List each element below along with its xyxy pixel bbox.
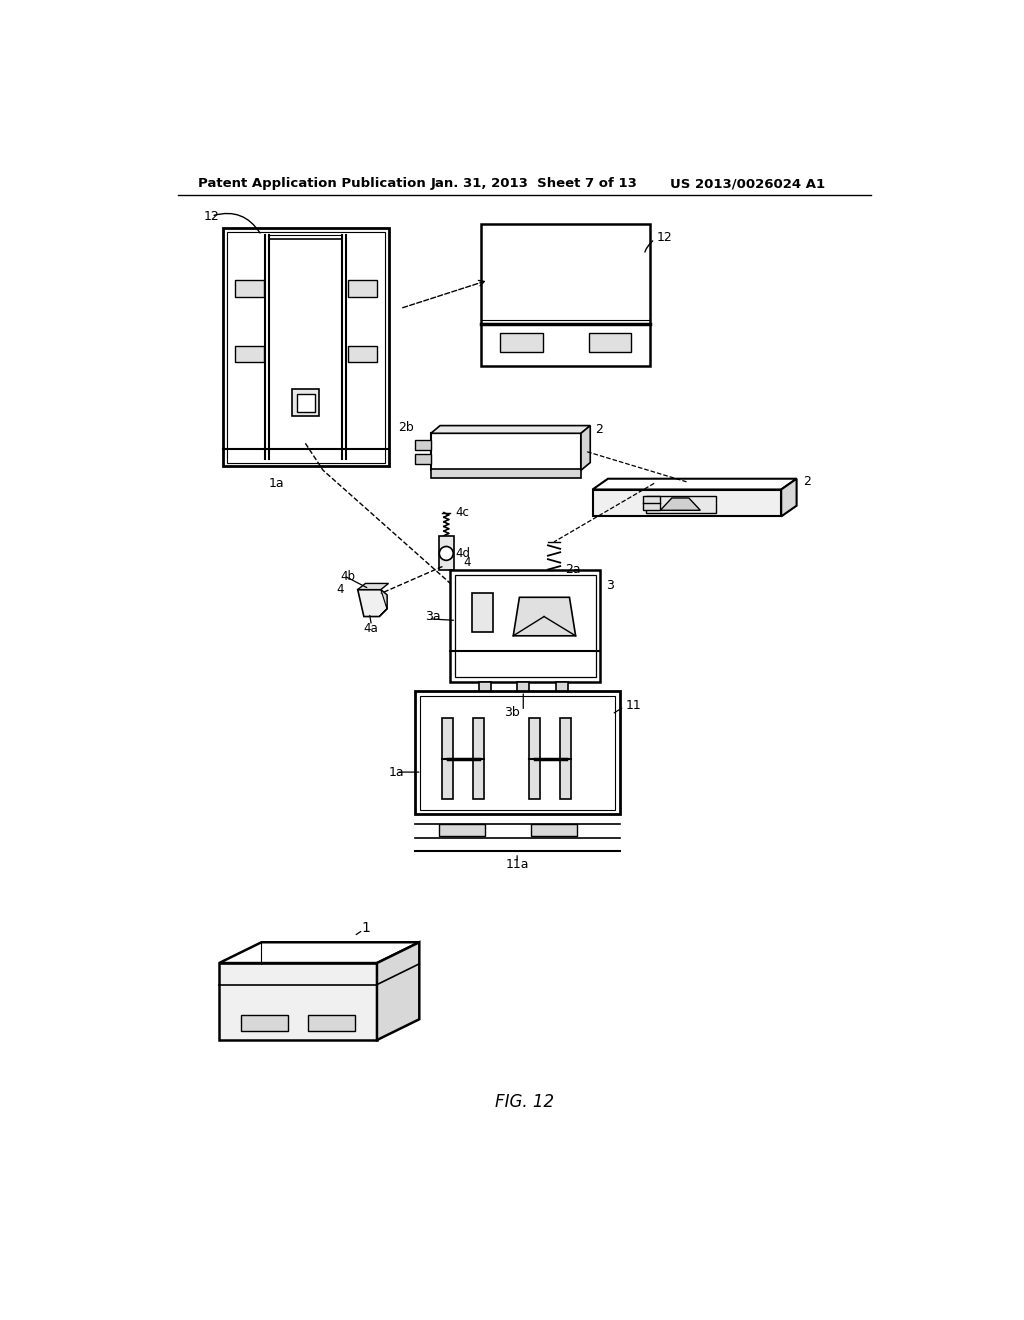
Bar — [416, 441, 431, 450]
Bar — [431, 469, 581, 478]
Bar — [438, 824, 484, 836]
Text: Jan. 31, 2013  Sheet 7 of 13: Jan. 31, 2013 Sheet 7 of 13 — [431, 177, 638, 190]
Bar — [531, 824, 578, 836]
Bar — [478, 682, 490, 704]
Polygon shape — [357, 583, 388, 590]
Bar — [226, 231, 385, 462]
Text: 4c: 4c — [456, 506, 469, 519]
Bar — [348, 346, 377, 363]
Text: 4a: 4a — [364, 622, 379, 635]
Bar — [473, 718, 484, 799]
Text: 4d: 4d — [456, 546, 470, 560]
Text: 4b: 4b — [341, 570, 355, 583]
Text: 4: 4 — [463, 556, 471, 569]
Text: 2b: 2b — [398, 421, 415, 434]
Text: 3a: 3a — [425, 610, 441, 623]
Bar — [593, 490, 781, 516]
Bar — [438, 536, 454, 570]
Bar — [234, 346, 264, 363]
Text: 1a: 1a — [388, 766, 404, 779]
Bar — [643, 496, 659, 511]
Text: 12: 12 — [204, 210, 219, 223]
Bar — [297, 393, 314, 412]
Text: Patent Application Publication: Patent Application Publication — [199, 177, 426, 190]
Bar — [416, 454, 431, 465]
Bar — [292, 389, 319, 416]
Polygon shape — [781, 479, 797, 516]
Bar — [348, 280, 377, 297]
Polygon shape — [431, 425, 590, 433]
Text: 11: 11 — [626, 698, 641, 711]
Polygon shape — [581, 425, 590, 470]
Bar — [416, 692, 620, 814]
Text: 12: 12 — [656, 231, 672, 244]
Bar — [431, 433, 581, 470]
Text: 2: 2 — [595, 422, 603, 436]
Polygon shape — [219, 942, 419, 964]
Text: 2a: 2a — [565, 564, 581, 576]
Bar — [646, 496, 716, 512]
Bar — [241, 1015, 289, 1031]
Polygon shape — [513, 598, 575, 636]
Text: FIG. 12: FIG. 12 — [496, 1093, 554, 1110]
Bar — [589, 333, 631, 352]
Text: 2: 2 — [803, 475, 811, 488]
Text: US 2013/0026024 A1: US 2013/0026024 A1 — [670, 177, 824, 190]
Bar — [500, 333, 543, 352]
Bar — [442, 718, 454, 799]
Circle shape — [439, 546, 454, 561]
Polygon shape — [593, 479, 797, 490]
Text: 3: 3 — [606, 579, 614, 593]
Polygon shape — [660, 498, 700, 511]
Text: 1a: 1a — [269, 477, 285, 490]
Polygon shape — [377, 942, 419, 1040]
Bar — [472, 594, 494, 632]
Text: 11a: 11a — [506, 858, 528, 871]
Text: 1: 1 — [361, 921, 371, 936]
Text: 4: 4 — [336, 583, 344, 597]
Bar — [560, 718, 571, 799]
Bar — [234, 280, 264, 297]
Bar — [223, 227, 388, 466]
Text: 3b: 3b — [504, 706, 520, 719]
Polygon shape — [219, 964, 377, 1040]
Bar — [451, 570, 600, 682]
Bar — [529, 718, 541, 799]
Bar — [420, 696, 614, 810]
Bar — [481, 224, 650, 367]
Bar — [455, 576, 596, 677]
Polygon shape — [379, 590, 387, 616]
Bar — [307, 1015, 355, 1031]
Bar — [517, 682, 529, 704]
Polygon shape — [357, 590, 387, 616]
Bar — [556, 682, 568, 704]
